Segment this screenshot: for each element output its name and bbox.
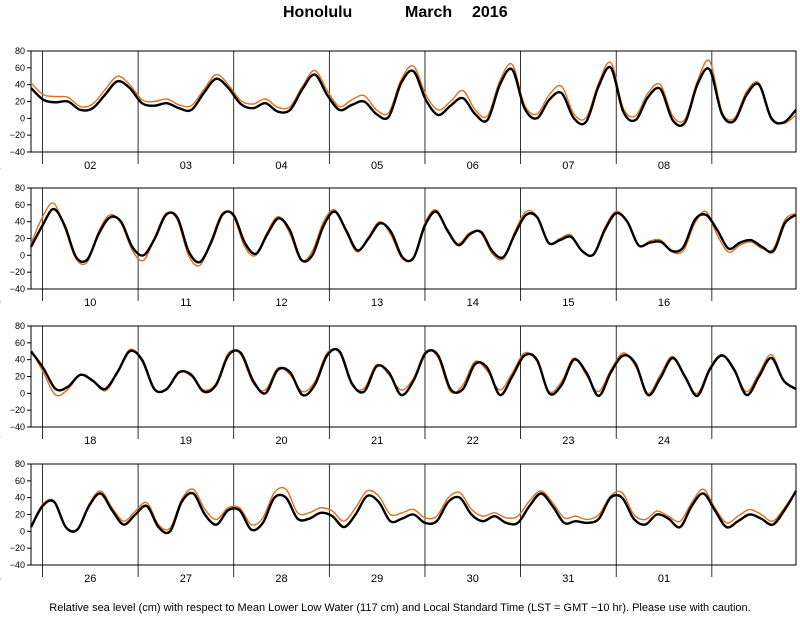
y-tick-label: 80 [15, 183, 25, 193]
tide-panel: −40 −20 0 20 40 60 80 17 18 19 20 21 22 23 24 [0, 321, 797, 447]
day-label: 19 [180, 435, 192, 447]
y-tick-label: 40 [15, 217, 25, 227]
y-tick-label: 60 [15, 63, 25, 73]
day-label: 08 [658, 160, 670, 172]
day-label: 13 [371, 297, 383, 309]
day-label: 31 [562, 573, 574, 585]
chart-caption: Relative sea level (cm) with respect to … [49, 602, 751, 614]
y-tick-label: 60 [15, 476, 25, 486]
observed-series-line [30, 347, 797, 398]
y-tick-label: 20 [15, 372, 25, 382]
y-tick-label: 80 [15, 459, 25, 469]
title-station: Honolulu [283, 4, 353, 21]
day-label: 09 [0, 297, 1, 309]
y-tick-label: −40 [10, 422, 25, 432]
observed-series-line [30, 65, 797, 127]
y-tick-label: 20 [15, 97, 25, 107]
day-label: 30 [467, 573, 479, 585]
title-year: 2016 [472, 4, 508, 21]
day-label: 04 [275, 160, 287, 172]
day-label: 20 [275, 435, 287, 447]
day-label: 26 [84, 573, 96, 585]
y-tick-label: 80 [15, 46, 25, 56]
panel-frame [30, 187, 797, 290]
day-label: 29 [371, 573, 383, 585]
day-label: 22 [467, 435, 479, 447]
observed-series-line [29, 490, 798, 535]
y-tick-label: 80 [15, 321, 25, 331]
y-tick-label: −40 [10, 284, 25, 294]
observed-series-line [29, 207, 797, 264]
y-tick-label: 60 [15, 200, 25, 210]
title-month: March [405, 4, 453, 21]
day-label: 24 [658, 435, 670, 447]
day-label: 12 [275, 297, 287, 309]
day-label: 14 [467, 297, 479, 309]
day-label: 17 [0, 435, 1, 447]
day-label: 28 [275, 573, 287, 585]
day-label: 10 [84, 297, 96, 309]
day-label: 18 [84, 435, 96, 447]
day-label: 05 [371, 160, 383, 172]
tide-panel: −40 −20 0 20 40 60 80 09 10 11 12 13 14 15 16 [0, 183, 797, 309]
chart-title: Honolulu March 2016 [0, 4, 800, 26]
y-tick-label: 40 [15, 493, 25, 503]
y-tick-label: −40 [10, 560, 25, 570]
panel-frame [30, 325, 797, 428]
day-label: 01 [0, 160, 1, 172]
y-tick-label: 0 [20, 250, 25, 260]
day-label: 02 [84, 160, 96, 172]
y-tick-label: 20 [15, 510, 25, 520]
y-tick-label: 20 [15, 234, 25, 244]
predicted-series-line [30, 486, 797, 532]
y-tick-label: −40 [10, 147, 25, 157]
day-label: 15 [562, 297, 574, 309]
y-tick-label: 0 [20, 526, 25, 536]
y-tick-label: 0 [20, 388, 25, 398]
y-tick-label: −20 [10, 543, 25, 553]
y-tick-label: −20 [10, 130, 25, 140]
day-label: 03 [180, 160, 192, 172]
predicted-series-line [30, 348, 797, 397]
tide-panel: −40 −20 0 20 40 60 80 01 02 03 04 05 06 07 08 [0, 46, 797, 172]
tide-panel: −40 −20 0 20 40 60 80 25 26 27 28 29 30 31 01 [0, 459, 798, 585]
day-label: 06 [467, 160, 479, 172]
predicted-series-line [30, 59, 797, 125]
y-tick-label: 40 [15, 80, 25, 90]
y-tick-label: −20 [10, 405, 25, 415]
y-tick-label: 40 [15, 355, 25, 365]
day-label: 27 [180, 573, 192, 585]
day-label: 25 [0, 573, 1, 585]
day-label: 11 [180, 297, 191, 309]
y-tick-label: −20 [10, 267, 25, 277]
day-label: 01 [658, 573, 670, 585]
day-label: 21 [371, 435, 383, 447]
y-tick-label: 60 [15, 338, 25, 348]
y-tick-label: 0 [20, 113, 25, 123]
day-label: 07 [562, 160, 574, 172]
day-label: 23 [562, 435, 574, 447]
day-label: 16 [658, 297, 670, 309]
